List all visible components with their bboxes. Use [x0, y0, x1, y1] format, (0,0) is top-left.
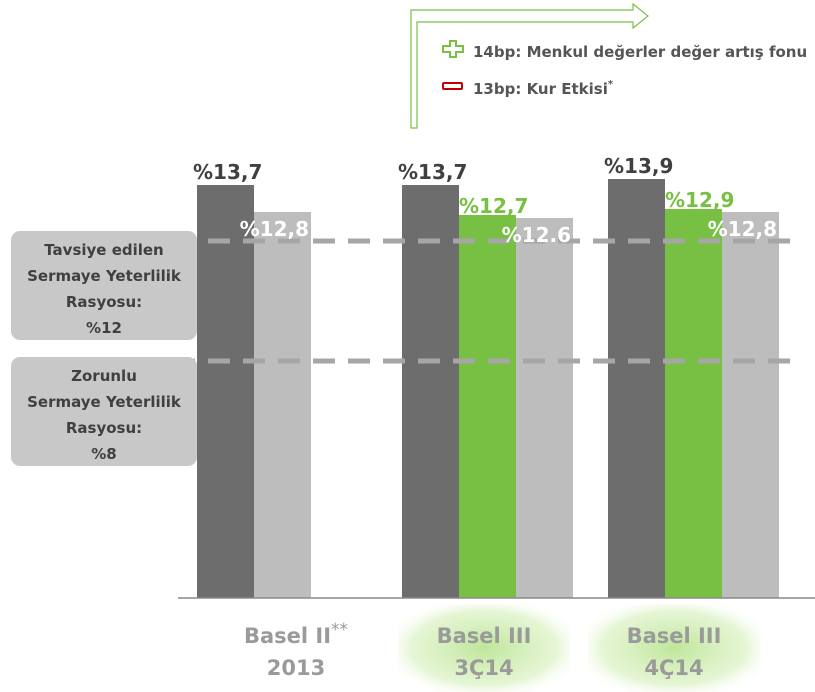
minus-icon [442, 82, 463, 90]
category-label-1-line1: Basel III [437, 624, 532, 648]
legend-item-2-text: 13bp: Kur Etkisi [473, 80, 608, 98]
value-label-2-2: %12,8 [708, 217, 777, 241]
reference-box-1-line-3: %8 [91, 445, 116, 463]
category-label-0-line1: Basel II** [244, 620, 348, 648]
bar-1-2 [516, 218, 573, 598]
reference-box-0-line-0: Tavsiye edilen [44, 241, 164, 259]
legend-arrow [410, 2, 649, 129]
bar-0-0 [197, 185, 254, 598]
value-label-1-1: %12,7 [459, 194, 528, 218]
value-label-1-2: %12.6 [502, 223, 571, 247]
bars-group [197, 179, 779, 598]
reference-box-0-line-1: Sermaye Yeterlilik [27, 267, 182, 285]
category-label-0-line2: 2013 [267, 656, 325, 680]
category-label-1-line2: 3Ç14 [454, 656, 513, 680]
legend-item-2-suffix: * [608, 79, 614, 90]
category-highlight-1 [398, 604, 570, 692]
bar-2-1 [665, 209, 722, 598]
value-label-0-0: %13,7 [193, 160, 262, 184]
value-labels: %13,7 %12,8 %13,7 %12,7 %12.6 %13,9 %12,9 %12,8 [193, 154, 777, 247]
plus-icon [442, 40, 464, 58]
reference-box-1-line-1: Sermaye Yeterlilik [27, 393, 182, 411]
reference-box-0 [11, 231, 197, 340]
bar-0-1 [254, 212, 311, 598]
reference-box-1-line-0: Zorunlu [71, 367, 137, 385]
reference-boxes: Tavsiye edilen Sermaye Yeterlilik Rasyosu:… [11, 231, 197, 466]
value-label-2-1: %12,9 [665, 188, 734, 212]
reference-box-0-line-3: %12 [86, 319, 122, 337]
value-label-0-1: %12,8 [240, 217, 309, 241]
bar-2-2 [722, 212, 779, 598]
legend-item-2: 13bp: Kur Etkisi* [473, 79, 614, 98]
category-label-2-line2: 4Ç14 [644, 656, 703, 680]
reference-lines [138, 238, 800, 364]
category-highlight-2 [588, 604, 760, 692]
legend-item-1-text: 14bp: Menkul değerler değer artış fonu [473, 43, 807, 61]
category-labels: Basel II** 2013 Basel III 3Ç14 Basel III 4Ç14 [244, 604, 760, 692]
reference-box-1-line-2: Rasyosu: [66, 419, 142, 437]
category-label-2-line1: Basel III [627, 624, 722, 648]
value-label-1-0: %13,7 [398, 160, 467, 184]
bar-1-1 [459, 215, 516, 598]
reference-box-0-line-2: Rasyosu: [66, 293, 142, 311]
bar-1-0 [402, 185, 459, 598]
bar-2-0 [608, 179, 665, 598]
legend: 14bp: Menkul değerler değer artış fonu 1… [442, 40, 807, 98]
value-label-2-0: %13,9 [604, 154, 673, 178]
reference-box-1 [11, 357, 197, 466]
